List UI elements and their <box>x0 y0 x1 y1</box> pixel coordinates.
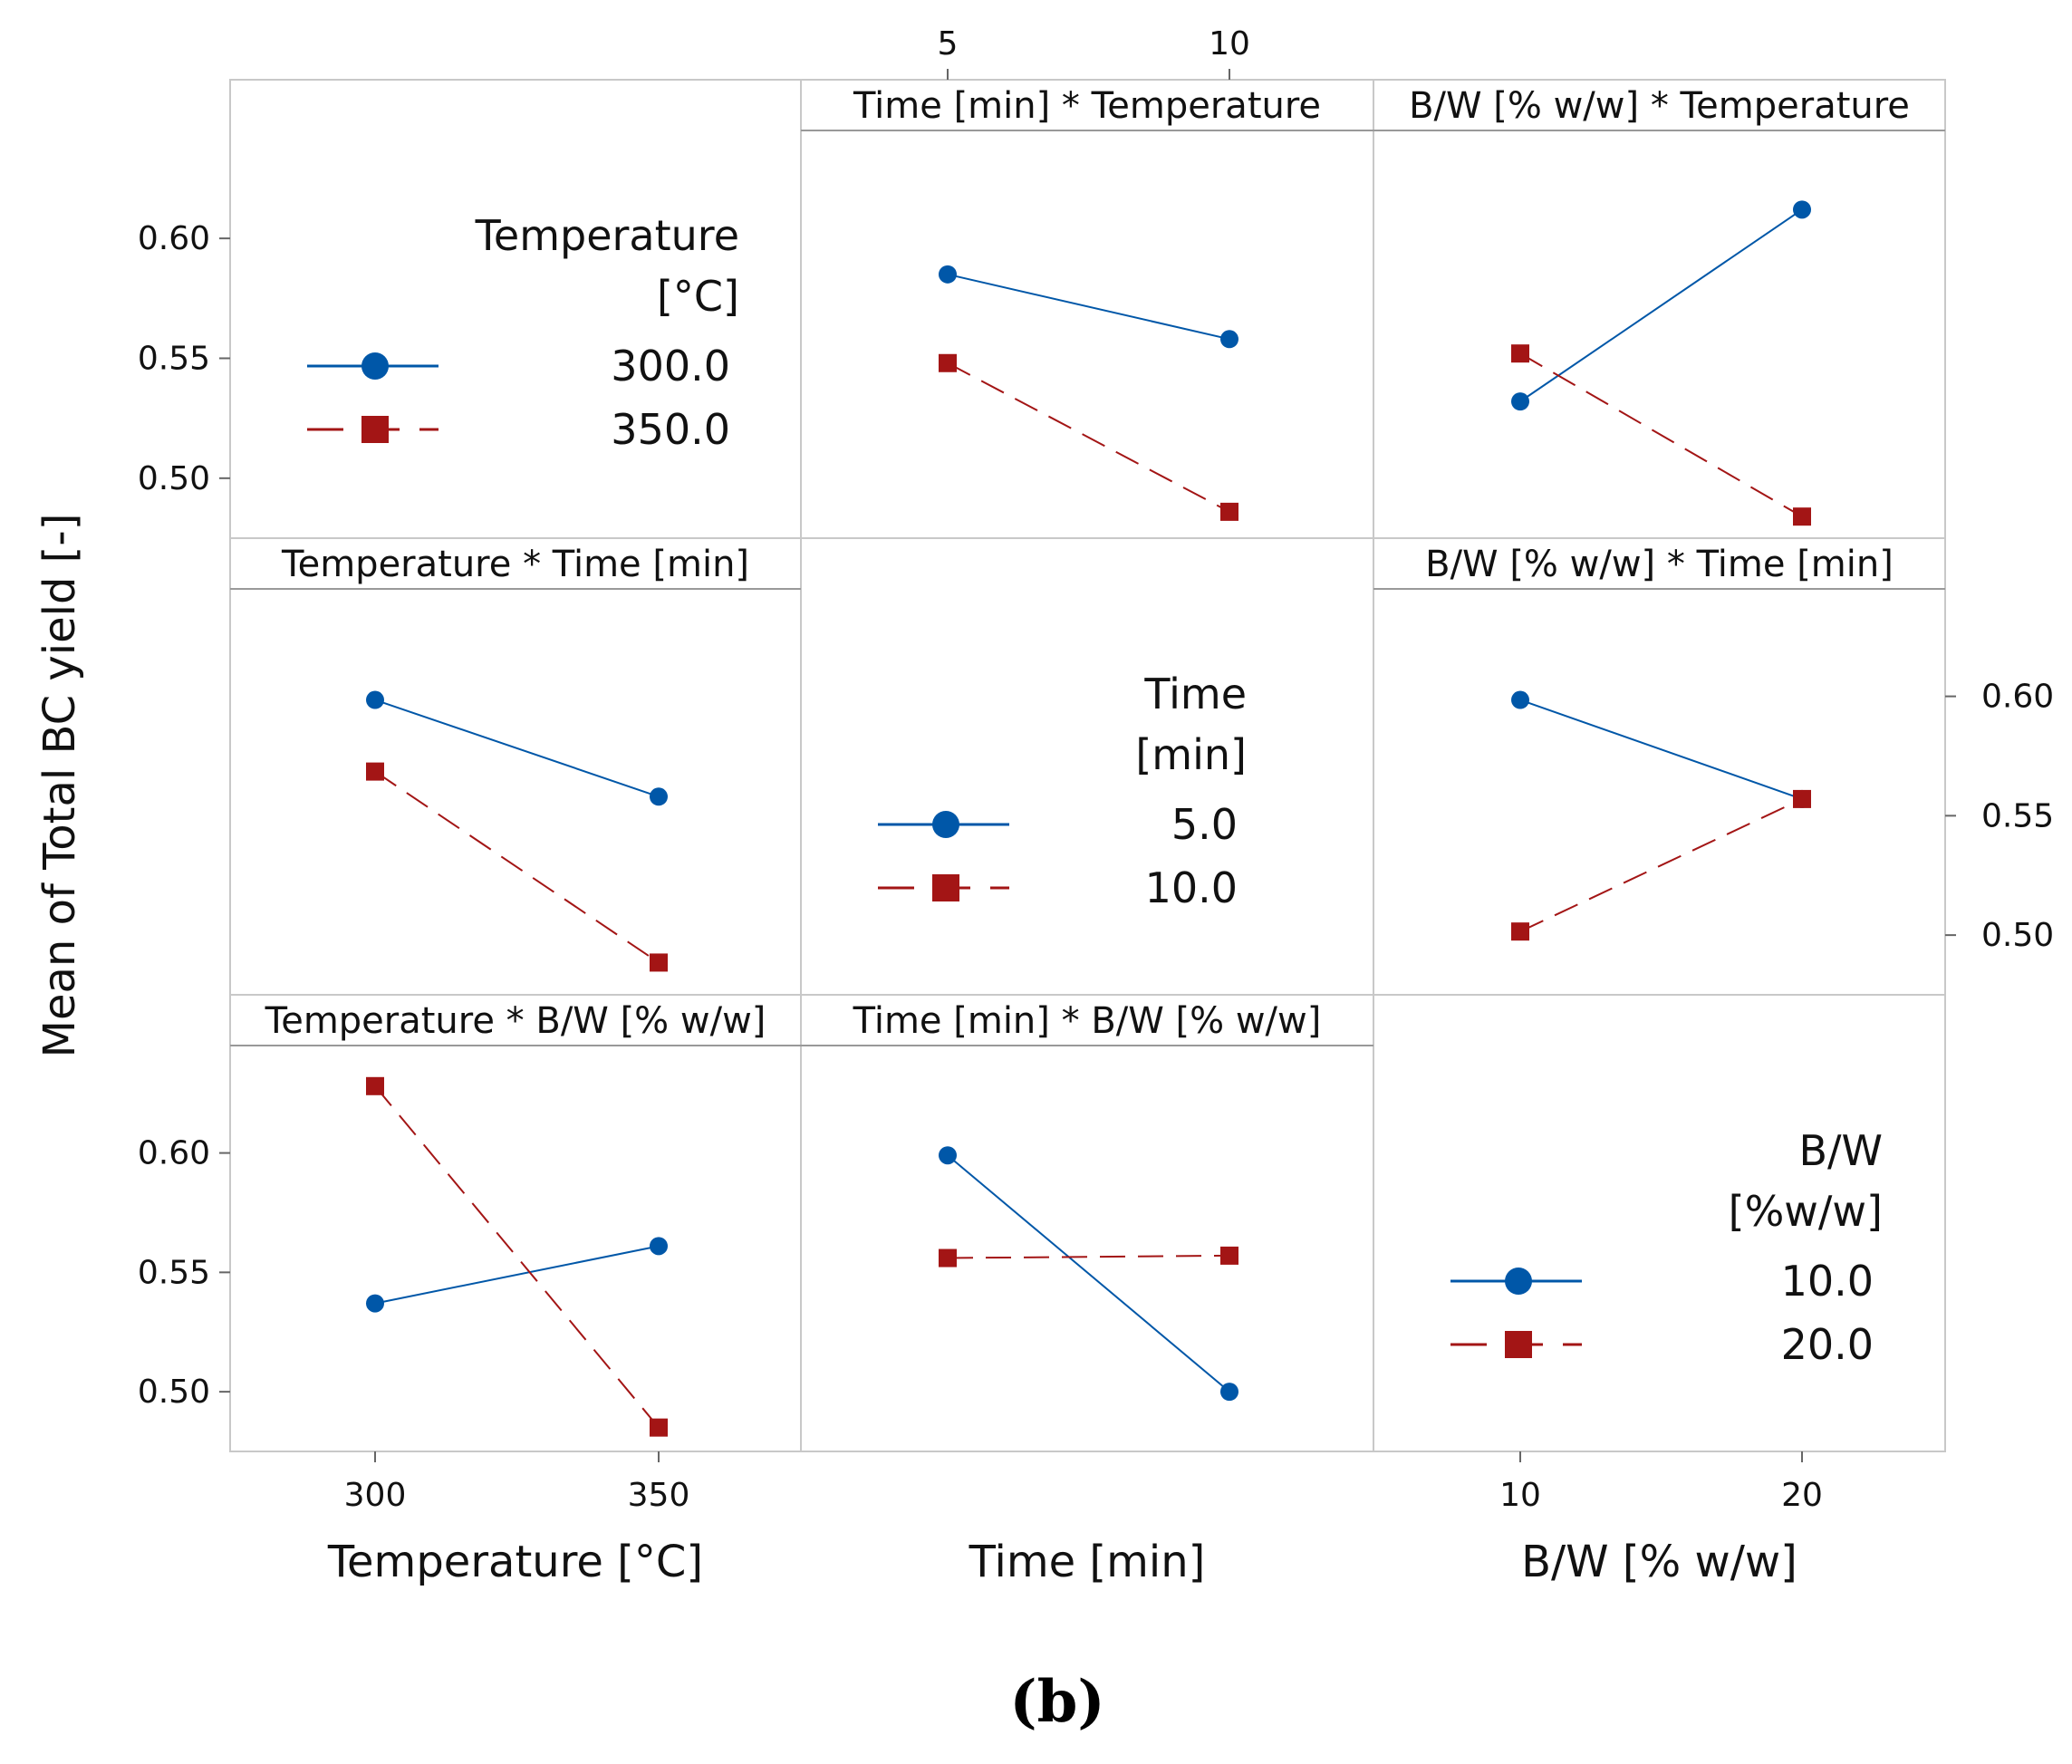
y-tick-label: 0.50 <box>138 1374 210 1411</box>
x-tick-label: 10 <box>1499 1477 1541 1514</box>
data-point-square <box>650 1418 668 1437</box>
data-point-circle <box>1511 690 1529 709</box>
data-point-circle <box>650 787 668 806</box>
legend-title: Temperature <box>475 211 739 260</box>
data-point-square <box>939 353 957 372</box>
y-tick-label: 0.55 <box>1981 797 2054 834</box>
data-point-circle <box>1220 330 1238 349</box>
panel-title: Time [min] * B/W [% w/w] <box>853 1000 1322 1042</box>
legend-level-label: 10.0 <box>1781 1257 1874 1306</box>
legend-level-label: 300.0 <box>611 342 730 390</box>
data-point-circle <box>939 265 957 284</box>
x-tick-label: 300 <box>344 1477 407 1514</box>
legend-title-unit: [min] <box>1135 730 1247 779</box>
y-tick-label: 0.60 <box>138 1135 210 1172</box>
data-point-square <box>1511 344 1529 363</box>
legend-marker-circle <box>932 811 959 838</box>
data-point-circle <box>366 1294 384 1313</box>
series-line <box>374 1245 660 1305</box>
data-point-circle <box>1511 392 1529 411</box>
x-tick-label: 350 <box>628 1477 690 1514</box>
x-axis-label-bw: B/W [% w/w] <box>1521 1537 1797 1587</box>
data-point-square <box>1511 922 1529 941</box>
legend-marker-circle <box>1505 1268 1532 1295</box>
series-line <box>374 770 660 964</box>
legend-temp: Temperature [°C] 300.0 350.0 <box>307 211 739 454</box>
series-line <box>947 1154 1230 1393</box>
plot-frame <box>229 79 1946 1452</box>
data-point-circle <box>939 1146 957 1165</box>
series-line <box>947 361 1230 513</box>
legend-marker-square <box>1505 1331 1532 1358</box>
panel-title: Temperature * Time [min] <box>281 544 749 585</box>
legend-marker-square <box>361 416 389 443</box>
series-line <box>947 273 1230 341</box>
y-tick-label: 0.50 <box>1981 917 2054 954</box>
data-point-square <box>939 1248 957 1268</box>
legend-bw: B/W [%w/w] 10.0 20.0 <box>1450 1126 1883 1369</box>
data-point-square <box>1220 1246 1238 1265</box>
data-point-square <box>366 762 384 781</box>
data-point-square <box>650 953 668 972</box>
legend-time: Time [min] 5.0 10.0 <box>878 670 1247 912</box>
series-line <box>1519 798 1803 933</box>
legend-level-label: 5.0 <box>1171 800 1238 849</box>
series-line <box>1519 699 1803 800</box>
data-point-circle <box>1220 1383 1238 1402</box>
series-line <box>1519 208 1803 402</box>
y-tick-label: 0.55 <box>138 1254 210 1291</box>
legend-level-label: 20.0 <box>1781 1320 1874 1369</box>
series-line <box>374 699 660 798</box>
y-tick-label: 0.50 <box>138 460 210 497</box>
legend-title: B/W <box>1798 1126 1883 1175</box>
legend-marker-circle <box>361 352 389 380</box>
data-point-square <box>1793 507 1811 526</box>
x-tick-label: 10 <box>1209 25 1250 63</box>
data-point-circle <box>650 1237 668 1256</box>
panel-title: Temperature * B/W [% w/w] <box>265 1000 766 1042</box>
data-point-square <box>1793 789 1811 808</box>
data-point-square <box>1220 502 1238 521</box>
legend-title: Time <box>1143 670 1247 718</box>
figure-caption: (b) <box>1009 1668 1104 1736</box>
x-tick-label: 5 <box>938 25 959 63</box>
series-line <box>374 1085 660 1429</box>
data-point-circle <box>1793 200 1811 219</box>
series-line <box>1519 352 1803 518</box>
legend-level-label: 10.0 <box>1145 863 1238 912</box>
legend-level-label: 350.0 <box>611 405 730 454</box>
panel-title: B/W [% w/w] * Temperature <box>1409 85 1910 127</box>
x-axis-label-temp: Temperature [°C] <box>327 1537 703 1587</box>
panel-title: Time [min] * Temperature <box>853 85 1321 127</box>
legend-title-unit: [°C] <box>657 272 739 321</box>
y-tick-label: 0.60 <box>1981 679 2054 716</box>
data-point-circle <box>366 690 384 709</box>
y-axis-label: Mean of Total BC yield [-] <box>34 514 85 1058</box>
x-tick-label: 20 <box>1781 1477 1823 1514</box>
series-line <box>947 1254 1230 1259</box>
legend-title-unit: [%w/w] <box>1729 1187 1883 1236</box>
y-tick-label: 0.60 <box>138 220 210 257</box>
y-tick-label: 0.55 <box>138 340 210 377</box>
panel-title: B/W [% w/w] * Time [min] <box>1425 544 1894 585</box>
data-point-square <box>366 1076 384 1095</box>
legend-marker-square <box>932 874 959 901</box>
x-axis-label-time: Time [min] <box>969 1537 1206 1587</box>
